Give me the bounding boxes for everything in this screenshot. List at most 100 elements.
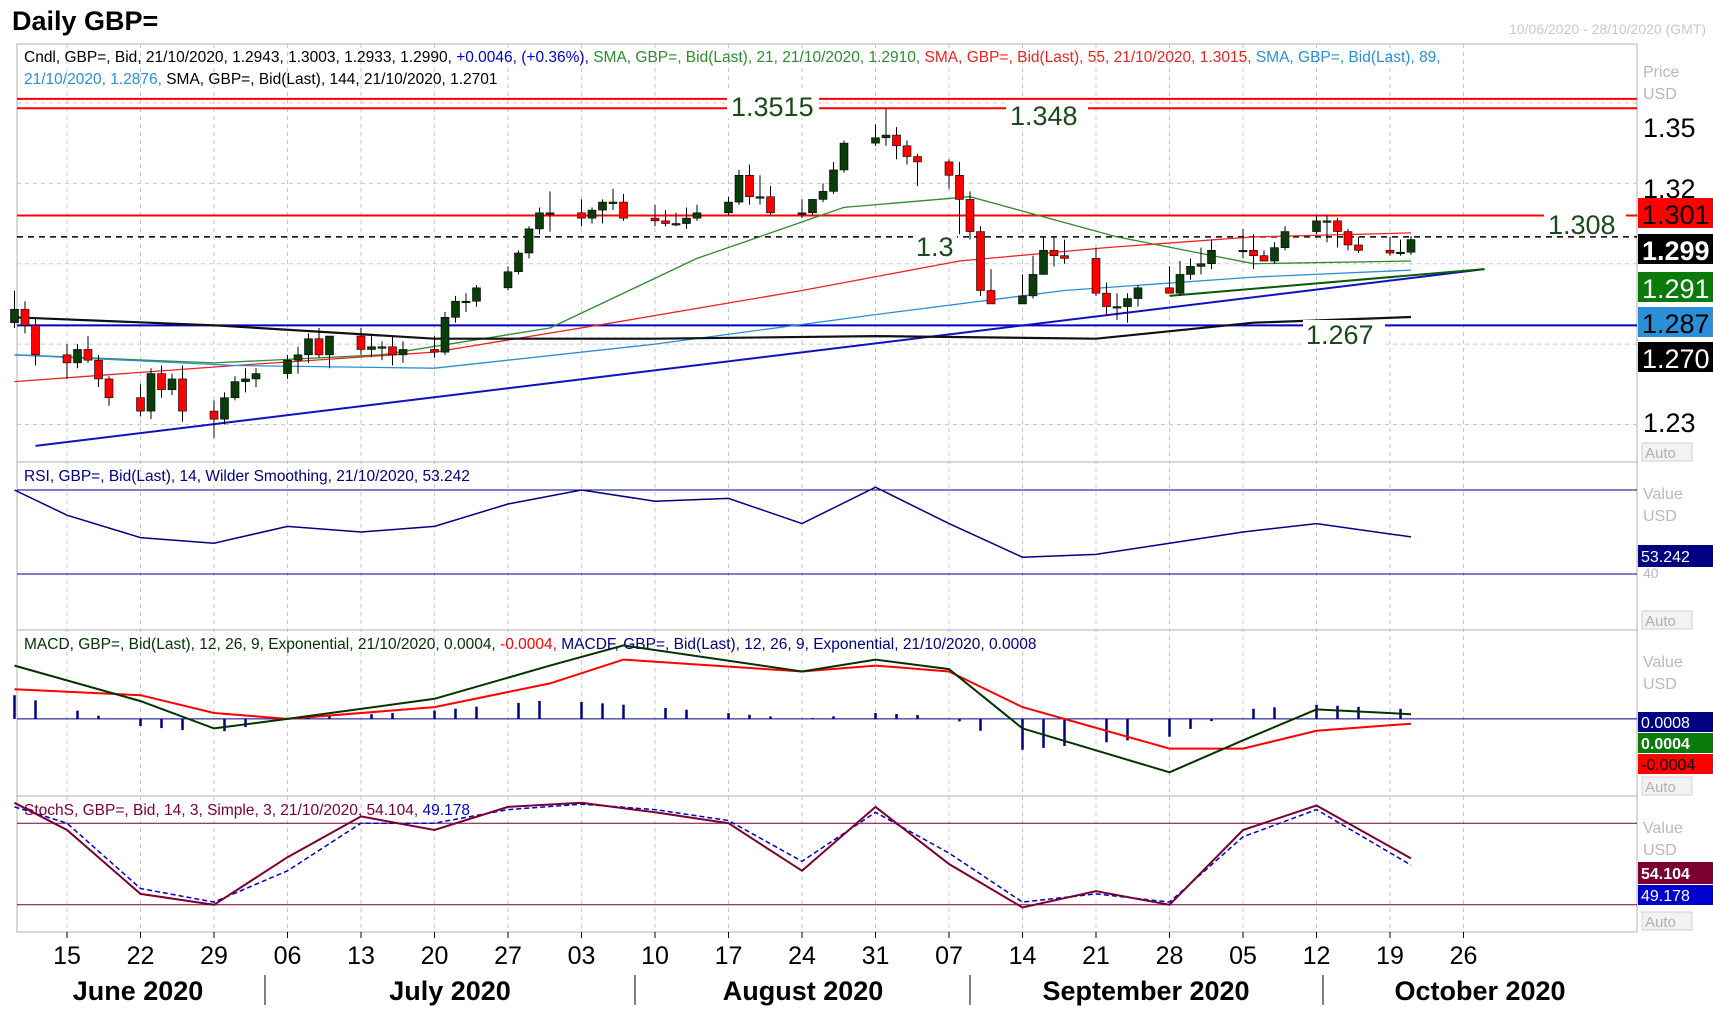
candle-body	[451, 300, 460, 318]
candle-body	[430, 349, 439, 353]
price-auto-button[interactable]: Auto	[1645, 445, 1676, 462]
candle-body	[73, 349, 82, 364]
candle-2020-06-18	[94, 354, 103, 387]
trendline-1	[35, 268, 1485, 447]
candle-2020-06-19	[104, 376, 114, 406]
candle-body	[881, 134, 891, 139]
candle-2020-09-04	[913, 153, 922, 187]
candle-2020-07-31	[545, 191, 555, 232]
candle-2020-09-24	[1123, 293, 1132, 323]
candle-2020-10-16	[1354, 236, 1363, 253]
candle-2020-08-04	[587, 207, 597, 224]
candle-2020-09-03	[902, 140, 912, 165]
candle-2020-08-26	[818, 183, 828, 203]
candle-2020-08-20	[755, 175, 765, 205]
candle-2020-07-13	[356, 328, 366, 355]
stoch-auto-button[interactable]: Auto	[1645, 914, 1676, 931]
candle-2020-09-17	[1049, 236, 1059, 267]
candle-body	[587, 209, 597, 219]
x-tick-label: 29	[200, 942, 228, 970]
macd-axis[interactable]: Value USD 0.0008 0.0004 -0.0004 Auto	[1638, 654, 1713, 796]
candle-body	[1165, 287, 1174, 294]
stoch-axis[interactable]: Value USD 54.104 49.178 Auto	[1638, 820, 1713, 931]
candle-body	[251, 373, 261, 380]
candle-2020-07-09	[314, 328, 324, 358]
candle-body	[31, 325, 40, 356]
candle-body	[1133, 287, 1143, 299]
badge-sma55: 1.301	[1642, 200, 1710, 230]
candle-2020-07-06	[283, 354, 292, 379]
candle-2020-08-27	[829, 161, 838, 195]
candle-body	[1354, 244, 1363, 251]
rsi-legend: RSI, GBP=, Bid(Last), 14, Wilder Smoothi…	[24, 468, 470, 485]
macd-line	[14, 644, 1412, 774]
candle-2020-07-01	[230, 376, 240, 401]
price-legend: Cndl, GBP=, Bid, 21/10/2020, 1.2943, 1.3…	[24, 49, 1441, 66]
rsi-axis-unit: USD	[1643, 508, 1677, 525]
badge-last-price: 1.299	[1642, 236, 1710, 266]
stoch-d-badge: 49.178	[1641, 888, 1690, 905]
candle-body	[1322, 220, 1332, 223]
candle-2020-06-12	[31, 317, 40, 366]
macd-hist-badge: 0.0008	[1641, 715, 1690, 732]
candle-2020-07-02	[241, 368, 250, 393]
candle-2020-10-19	[1385, 236, 1395, 256]
candle-body	[1238, 250, 1248, 253]
candle-body	[1333, 220, 1342, 232]
candle-body	[304, 338, 313, 356]
candle-body	[94, 359, 103, 380]
candle-2020-07-27	[503, 266, 513, 291]
candle-2020-06-23	[146, 368, 156, 420]
candle-body	[986, 290, 996, 305]
badge-sma21: 1.291	[1642, 274, 1710, 304]
candle-body	[472, 287, 481, 302]
stoch-k-line	[14, 801, 1412, 909]
candle-2020-09-09	[965, 191, 975, 240]
price-layer	[10, 97, 1637, 447]
level-labels: 1.3515 1.348 1.308 1.3 1.267	[727, 92, 1626, 350]
candle-body	[178, 378, 187, 412]
candle-2020-10-05	[1238, 228, 1248, 259]
candle-body	[503, 271, 513, 289]
stoch-k-badge: 54.104	[1641, 866, 1690, 883]
rsi-panel[interactable]	[16, 461, 1638, 631]
rsi-tick-40: 40	[1643, 565, 1659, 581]
candle-2020-06-22	[136, 384, 145, 417]
candle-2020-06-30	[220, 392, 229, 425]
candle-body	[797, 212, 807, 215]
macd-auto-button[interactable]: Auto	[1645, 779, 1676, 796]
candle-2020-10-12	[1312, 215, 1321, 235]
candle-2020-07-29	[524, 226, 534, 259]
ma-line-sma144	[14, 315, 1412, 340]
candle-2020-10-01	[1196, 247, 1206, 275]
candle-body	[545, 212, 555, 215]
candle-body	[682, 217, 691, 224]
candle-body	[157, 373, 166, 390]
candle-body	[1039, 250, 1048, 275]
month-label: September 2020	[1042, 976, 1249, 1006]
date-range: 10/06/2020 - 28/10/2020 (GMT)	[1509, 21, 1706, 37]
x-tick-label: 19	[1376, 942, 1404, 970]
level-label-1-348: 1.348	[1010, 101, 1078, 131]
candle-2020-09-22	[1102, 282, 1111, 315]
rsi-line	[14, 486, 1412, 558]
candle-2020-08-06	[608, 188, 618, 211]
candle-body	[398, 349, 408, 356]
candle-body	[1385, 250, 1395, 254]
candle-body	[1112, 306, 1122, 309]
x-tick-label: 28	[1156, 942, 1184, 970]
candle-2020-09-16	[1039, 236, 1048, 275]
candle-body	[62, 354, 72, 364]
candle-body	[1343, 231, 1353, 246]
candle-body	[10, 308, 19, 323]
candle-2020-08-31	[871, 124, 880, 146]
rsi-auto-button[interactable]: Auto	[1645, 613, 1676, 630]
rsi-axis[interactable]: Value USD 53.242 40 Auto	[1638, 486, 1713, 630]
candle-2020-07-30	[535, 207, 544, 235]
candle-2020-08-18	[734, 169, 744, 205]
candle-2020-08-11	[661, 210, 670, 227]
candle-body	[356, 335, 366, 350]
candle-body	[1049, 250, 1059, 256]
level-label-1-308: 1.308	[1548, 210, 1616, 240]
price-axis[interactable]: Price USD 1.35 1.32 1.23 1.301 1.299 1.2…	[1638, 64, 1713, 462]
